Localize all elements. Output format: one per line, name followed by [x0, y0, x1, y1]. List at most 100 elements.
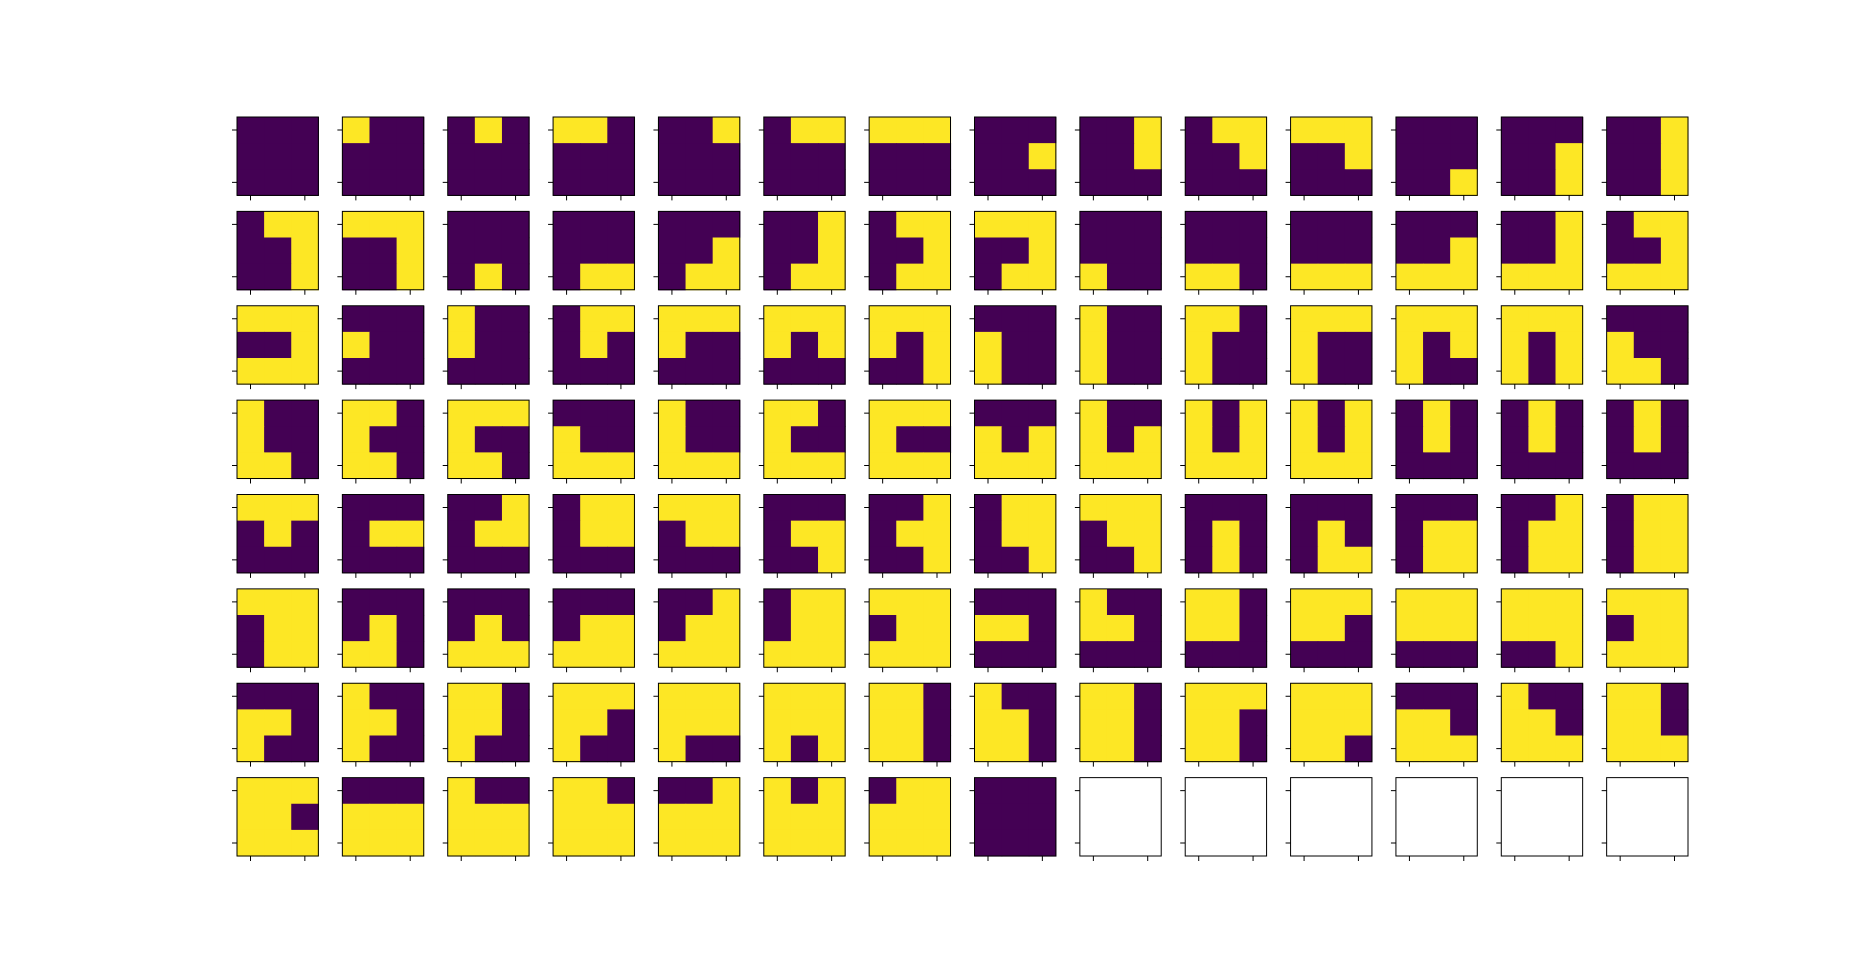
heatmap-cell: [1134, 400, 1162, 427]
heatmap-cell: [896, 358, 924, 385]
heatmap-cell: [1395, 211, 1424, 239]
heatmap-cell: [1317, 211, 1346, 239]
axes-frame: [1184, 682, 1268, 763]
heatmap-cell: [896, 829, 924, 857]
heatmap-cell: [1239, 400, 1268, 427]
heatmap-cell: [1423, 143, 1451, 170]
axes-frame: [447, 494, 530, 574]
subplot-panel: [442, 494, 530, 578]
heatmap-cell: [501, 305, 530, 333]
heatmap-cell: [685, 641, 714, 668]
subplot-panel: [864, 210, 952, 295]
heatmap-cell: [1079, 400, 1108, 427]
heatmap-cell: [869, 452, 897, 480]
heatmap-cell: [1134, 709, 1162, 737]
heatmap-cell: [923, 426, 952, 453]
heatmap-cell: [1106, 520, 1135, 548]
heatmap-cell: [1239, 263, 1268, 291]
heatmap-cell: [1028, 331, 1057, 359]
axes-frame: [552, 210, 635, 291]
heatmap-cell: [1290, 641, 1319, 668]
heatmap-cell: [1660, 588, 1689, 616]
heatmap-cell: [1001, 263, 1030, 291]
heatmap-cell: [1028, 546, 1057, 574]
heatmap-cell: [396, 117, 425, 144]
heatmap-cell: [869, 803, 897, 831]
heatmap-cell: [1501, 169, 1530, 196]
heatmap-cell: [1528, 211, 1557, 239]
heatmap-cell: [264, 615, 292, 642]
axes-frame: [657, 588, 741, 668]
heatmap-cell: [1239, 237, 1268, 265]
subplot-panel: [232, 682, 319, 767]
heatmap-cell: [1395, 588, 1424, 616]
heatmap-cell: [1660, 331, 1689, 359]
heatmap-cell: [763, 305, 792, 333]
heatmap-cell: [1079, 494, 1108, 522]
subplot-panel: [1074, 682, 1162, 767]
heatmap-cell: [1317, 169, 1346, 196]
heatmap-cell: [1423, 452, 1451, 480]
heatmap-cell: [1528, 358, 1557, 385]
heatmap-cell: [1395, 709, 1424, 737]
heatmap-cell: [712, 641, 741, 668]
heatmap-cell: [658, 641, 687, 668]
axes-frame: [1395, 305, 1478, 385]
heatmap-cell: [790, 426, 819, 453]
heatmap-cell: [1501, 237, 1530, 265]
heatmap-cell: [1555, 546, 1584, 574]
heatmap-cell: [553, 143, 581, 170]
heatmap-cell: [1079, 426, 1108, 453]
heatmap-cell: [685, 143, 714, 170]
heatmap-cell: [869, 400, 897, 427]
heatmap-cell: [1450, 520, 1478, 548]
heatmap-cell: [685, 331, 714, 359]
heatmap-cell: [1028, 615, 1057, 642]
heatmap-cell: [1239, 494, 1268, 522]
heatmap-cell: [501, 117, 530, 144]
heatmap-cell: [1528, 117, 1557, 144]
heatmap-cell: [553, 829, 581, 857]
heatmap-cell: [1212, 588, 1241, 616]
heatmap-cell: [1028, 400, 1057, 427]
subplot-panel: [1601, 399, 1689, 484]
heatmap-cell: [1633, 452, 1662, 480]
heatmap-cell: [369, 169, 398, 196]
heatmap-cell: [790, 400, 819, 427]
subplot-panel: [337, 682, 425, 767]
heatmap-cell: [685, 683, 714, 710]
heatmap-cell: [607, 683, 636, 710]
heatmap-cell: [685, 588, 714, 616]
heatmap-cell: [553, 400, 581, 427]
heatmap-cell: [1001, 143, 1030, 170]
heatmap-cell: [1395, 237, 1424, 265]
heatmap-cell: [607, 615, 636, 642]
heatmap-cell: [1555, 588, 1584, 616]
subplot-panel: [1496, 305, 1584, 390]
heatmap-cell: [869, 169, 897, 196]
heatmap-cell: [1344, 735, 1373, 763]
heatmap-cell: [869, 546, 897, 574]
heatmap-cell: [474, 735, 503, 763]
heatmap-cell: [1450, 400, 1478, 427]
heatmap-cell: [1450, 169, 1478, 196]
heatmap-cell: [869, 641, 897, 668]
heatmap-cell: [896, 169, 924, 196]
heatmap-cell: [369, 358, 398, 385]
heatmap-cell: [896, 494, 924, 522]
heatmap-cell: [1660, 400, 1689, 427]
heatmap-cell: [685, 426, 714, 453]
subplot-panel: [442, 210, 530, 295]
heatmap-cell: [1344, 211, 1373, 239]
subplot-panel: [337, 116, 425, 201]
heatmap-cell: [1001, 426, 1030, 453]
heatmap-cell: [553, 237, 581, 265]
heatmap-cell: [291, 615, 319, 642]
heatmap-cell: [1001, 709, 1030, 737]
heatmap-cell: [763, 588, 792, 616]
heatmap-cell: [291, 400, 319, 427]
heatmap-cell: [1079, 709, 1108, 737]
heatmap-cell: [553, 211, 581, 239]
heatmap-cell: [1450, 452, 1478, 480]
heatmap-cell: [658, 117, 687, 144]
